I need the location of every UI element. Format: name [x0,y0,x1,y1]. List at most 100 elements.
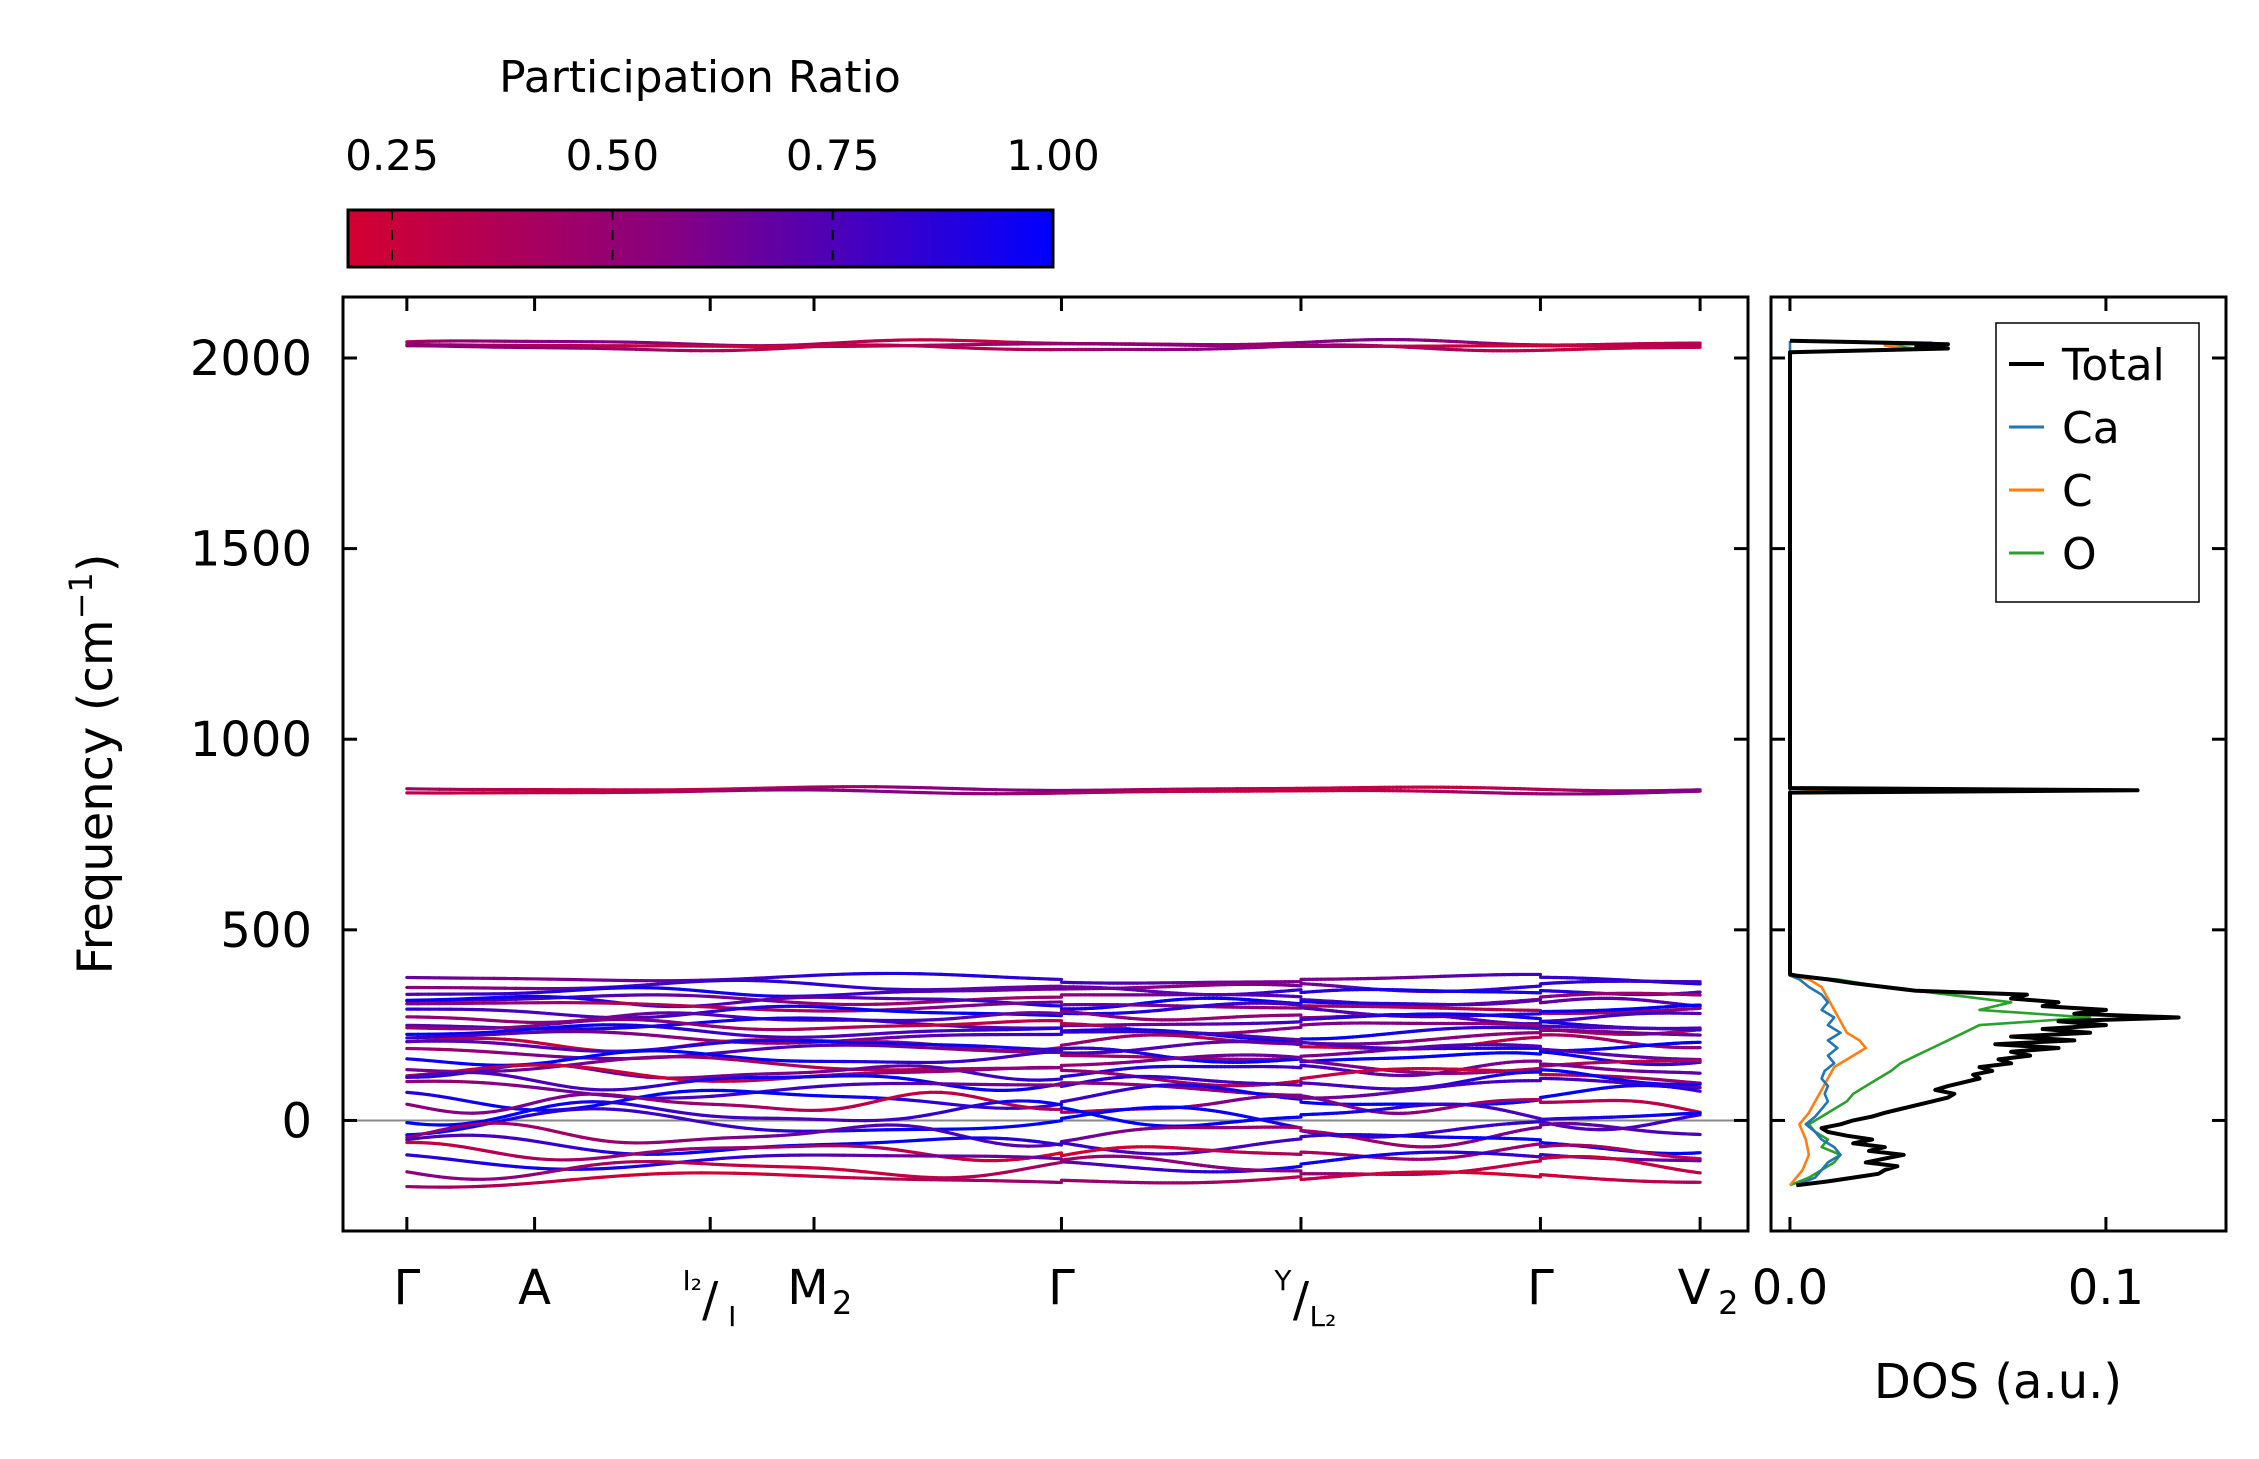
band-segment [996,1047,1007,1048]
band-segment [767,999,778,1000]
band-segment [723,1003,734,1004]
band-segment [800,976,811,977]
band-segment [592,1000,603,1001]
band-segment [898,1037,909,1038]
band-segment [483,1042,494,1043]
colorbar-tick-label: 0.25 [345,131,439,180]
band-segment [680,1038,691,1039]
band-segment [516,1040,527,1041]
band-segment [745,1035,756,1036]
band-segment [1051,1013,1062,1014]
band-segment [494,1034,505,1035]
band-segment [985,1058,996,1059]
band-segment [472,1019,483,1020]
band-segment [865,1034,876,1035]
band-segment [832,995,843,996]
band-segment [680,1006,691,1007]
band-segment [778,982,789,983]
band-segment [538,1047,549,1048]
band-segment [516,1030,527,1031]
band-segment [876,1010,887,1011]
band-segment [832,1008,843,1009]
band-segment [996,977,1007,978]
band-segment [625,1027,636,1028]
band-segment [756,1049,767,1050]
band-segment [789,1046,800,1047]
band-segment [734,998,745,999]
band-segment [712,1026,723,1027]
band-segment [898,1009,909,1010]
band-segment [560,1046,571,1048]
band-segment [745,1001,756,1002]
band-segment [669,1022,680,1023]
band-segment [571,1026,582,1027]
band-segment [669,1047,680,1048]
band-segment [549,1056,560,1057]
band-segment [549,1014,560,1015]
band-segment [658,1021,669,1022]
band-segment [658,983,669,984]
band-segment [756,1007,767,1008]
colorbar-label: Participation Ratio [499,52,901,103]
band-segment [800,983,811,984]
band-segment [527,1012,538,1013]
band-segment [505,1039,516,1040]
band-segment [1040,1005,1051,1006]
band-segment [974,1023,985,1024]
band-segment [996,1014,1007,1015]
band-segment [909,1023,920,1024]
band-segment [571,990,582,991]
band-segment [603,1053,614,1054]
band-segment [734,994,745,995]
band-segment [581,1016,592,1017]
band-segment [505,1027,516,1028]
band-segment [592,1020,603,1021]
band-segment [472,1051,483,1052]
band-segment [669,1024,680,1025]
band-segment [571,1058,582,1060]
band-segment [920,1047,931,1048]
band-segment [1018,1054,1029,1055]
band-segment [636,1025,647,1026]
band-segment [854,1020,865,1021]
band-segment [451,1063,462,1064]
band-segment [767,981,778,982]
band-segment [985,1015,996,1016]
band-segment [647,1035,658,1036]
band-segment [538,992,549,993]
band-segment [909,1047,920,1048]
band-segment [734,1034,745,1035]
band-segment [1018,1048,1029,1049]
band-segment [636,985,647,986]
band-segment [701,996,712,997]
band-segment [712,1007,723,1008]
band-segment [723,1016,734,1017]
band-segment [920,1008,931,1009]
band-segment [472,1035,483,1036]
band-segment [963,1000,974,1001]
band-segment [931,1048,942,1049]
band-segment [854,1034,865,1035]
band-segment [898,1032,909,1033]
band-segment [745,1049,756,1050]
band-segment [723,1042,734,1043]
band-segment [756,995,767,996]
band-segment [592,1054,603,1056]
band-segment [723,993,734,994]
band-segment [669,983,680,984]
band-segment [505,1030,516,1031]
band-segment [974,1005,985,1006]
band-segment [691,1039,702,1040]
band-segment [854,341,865,342]
band-segment [516,1026,527,1027]
band-segment [985,1001,996,1002]
band-segment [821,995,832,996]
band-segment [920,1002,931,1003]
band-segment [571,998,582,999]
band-segment [658,1048,669,1049]
band-segment [854,987,865,988]
band-segment [581,1021,592,1022]
